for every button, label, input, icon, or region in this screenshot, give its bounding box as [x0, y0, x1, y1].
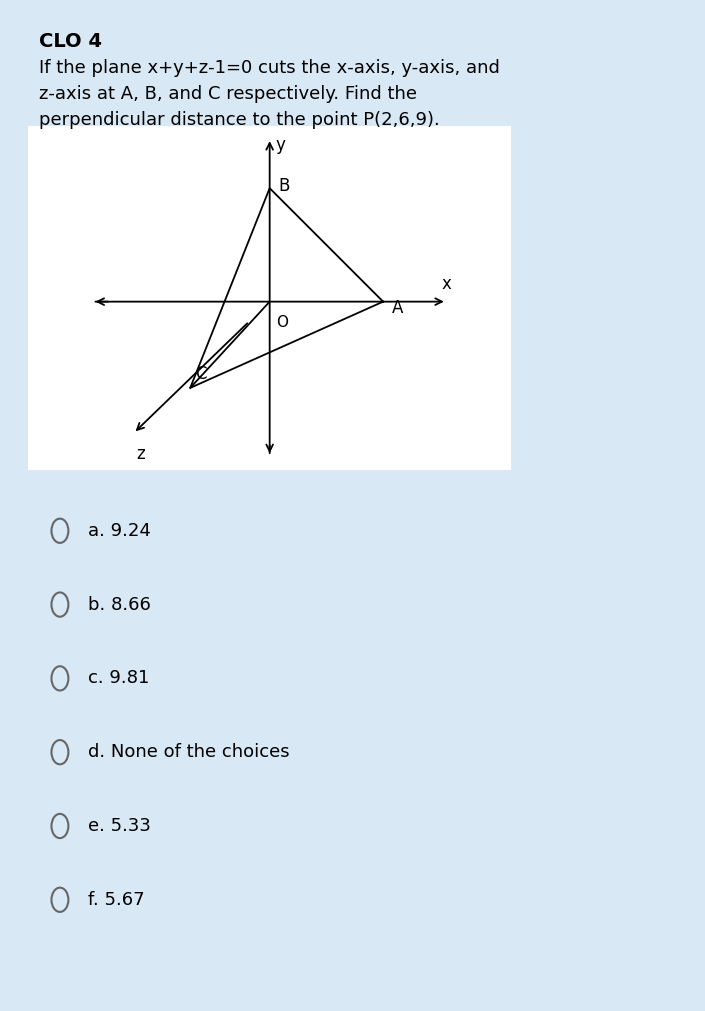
Text: y: y — [276, 135, 286, 154]
Text: If the plane x+y+z-1=0 cuts the x-axis, y-axis, and
z-axis at A, B, and C respec: If the plane x+y+z-1=0 cuts the x-axis, … — [39, 59, 500, 129]
Text: e. 5.33: e. 5.33 — [88, 817, 151, 835]
Text: A: A — [392, 299, 403, 317]
Text: d. None of the choices: d. None of the choices — [88, 743, 290, 761]
Text: z: z — [136, 445, 145, 463]
Text: B: B — [278, 177, 290, 195]
Text: b. 8.66: b. 8.66 — [88, 595, 151, 614]
Text: C: C — [195, 365, 207, 383]
Text: c. 9.81: c. 9.81 — [88, 669, 149, 687]
Text: a. 9.24: a. 9.24 — [88, 522, 151, 540]
Text: CLO 4: CLO 4 — [39, 32, 102, 52]
Text: x: x — [441, 275, 451, 292]
Text: f. 5.67: f. 5.67 — [88, 891, 145, 909]
Text: O: O — [276, 315, 288, 331]
